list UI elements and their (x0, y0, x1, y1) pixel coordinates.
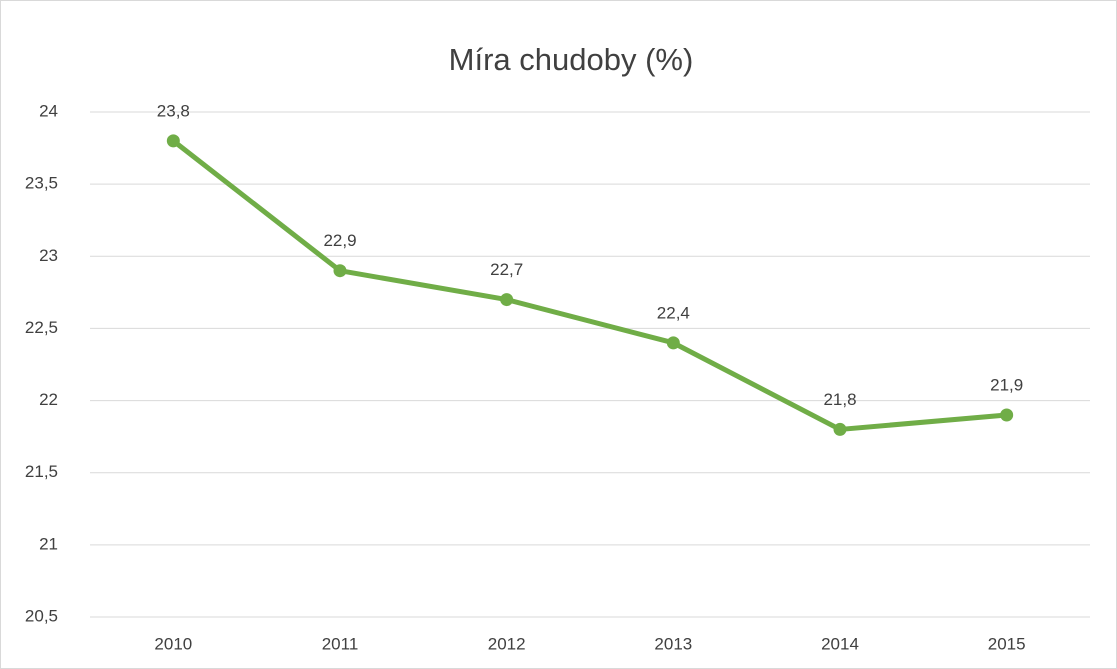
data-point (1000, 408, 1014, 422)
data-point (666, 336, 680, 350)
x-tick-label: 2010 (154, 634, 192, 653)
y-tick-label: 22 (39, 390, 58, 409)
y-tick-label: 21 (39, 534, 58, 553)
y-tick-label: 23,5 (25, 174, 58, 193)
x-tick-label: 2014 (821, 634, 859, 653)
x-tick-label: 2011 (322, 634, 359, 653)
y-tick-label: 23 (39, 246, 58, 265)
series-line (171, 138, 1007, 432)
data-point (166, 134, 180, 148)
x-tick-label: 2013 (654, 634, 692, 653)
data-label: 22,9 (323, 231, 356, 250)
data-label: 21,8 (823, 390, 856, 409)
x-tick-label: 2012 (488, 634, 526, 653)
data-point (333, 264, 347, 278)
data-point (833, 422, 847, 436)
data-label: 22,7 (490, 260, 523, 279)
x-tick-label: 2015 (988, 634, 1026, 653)
data-point (500, 293, 514, 307)
data-label: 21,9 (990, 375, 1023, 394)
data-label: 23,8 (157, 101, 190, 120)
y-tick-label: 21,5 (25, 462, 58, 481)
y-tick-label: 24 (39, 101, 58, 120)
data-label: 22,4 (657, 303, 690, 322)
y-tick-label: 20,5 (25, 606, 58, 625)
y-tick-label: 22,5 (25, 318, 58, 337)
chart-title: Míra chudoby (%) (449, 42, 694, 77)
